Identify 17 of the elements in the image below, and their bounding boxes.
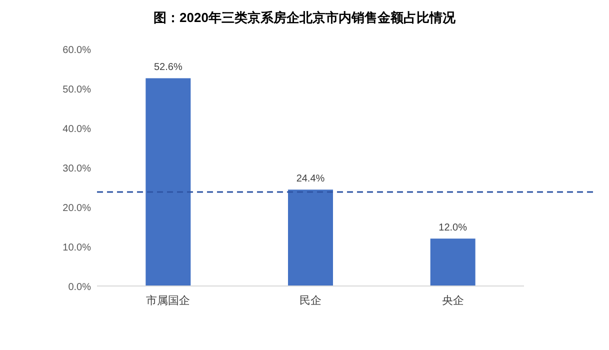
data-label: 52.6% [154, 62, 182, 74]
y-tick-label: 50.0% [62, 84, 92, 96]
bar [288, 190, 333, 286]
bar [146, 78, 191, 286]
y-tick-label: 60.0% [62, 45, 92, 56]
y-tick-label: 30.0% [62, 164, 92, 174]
data-label: 12.0% [438, 222, 468, 234]
data-label: 24.4% [296, 174, 325, 185]
x-tick-label: 央企 [442, 294, 464, 307]
bar [430, 238, 476, 286]
y-tick-label: 20.0% [62, 203, 92, 214]
y-tick-label: 40.0% [62, 124, 92, 135]
x-tick-label: 市属国企 [146, 294, 190, 307]
chart-title: 图：2020年三类京系房企北京市内销售金额占比情况 [154, 10, 456, 25]
y-tick-label: 10.0% [62, 242, 92, 254]
y-tick-label: 0.0% [68, 282, 92, 293]
x-tick-label: 民企 [300, 295, 322, 307]
